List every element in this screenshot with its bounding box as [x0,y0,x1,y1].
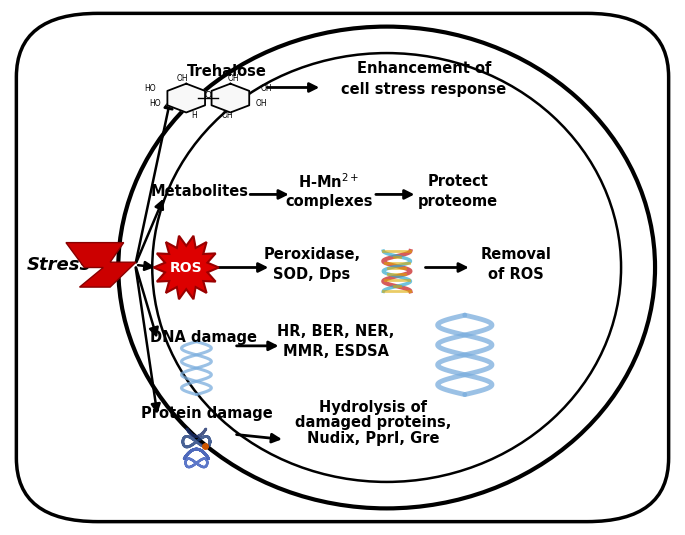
Polygon shape [212,83,249,112]
Text: Protect: Protect [427,174,488,189]
Text: SOD, Dps: SOD, Dps [273,267,351,282]
Text: HO: HO [145,84,156,93]
Text: OH: OH [256,99,267,108]
Text: OH: OH [260,84,272,93]
Text: Removal: Removal [480,247,551,262]
Text: H: H [192,111,197,120]
Text: Nudix, PprI, Gre: Nudix, PprI, Gre [307,431,439,446]
Text: DNA damage: DNA damage [150,330,257,345]
Polygon shape [66,242,136,287]
Text: Stress: Stress [26,256,90,274]
Text: damaged proteins,: damaged proteins, [295,415,451,430]
Text: Enhancement of: Enhancement of [357,62,491,77]
Text: OH: OH [228,73,240,82]
Text: complexes: complexes [285,194,373,209]
Text: HO: HO [149,99,161,108]
Text: Metabolites: Metabolites [151,184,249,200]
Text: Trehalose: Trehalose [187,64,267,79]
Text: of ROS: of ROS [488,267,544,282]
Polygon shape [167,83,205,112]
Text: proteome: proteome [418,194,498,209]
Text: OH: OH [177,73,188,82]
Polygon shape [153,236,219,299]
Text: Protein damage: Protein damage [140,406,273,421]
Text: OH: OH [221,111,233,120]
Text: H-Mn$^{2+}$: H-Mn$^{2+}$ [298,172,360,190]
Text: ROS: ROS [170,261,203,274]
Text: cell stress response: cell stress response [341,81,507,97]
Text: Peroxidase,: Peroxidase, [263,247,360,262]
Text: MMR, ESDSA: MMR, ESDSA [283,343,388,358]
Text: O: O [205,91,212,100]
Text: HR, BER, NER,: HR, BER, NER, [277,324,395,339]
Text: Hydrolysis of: Hydrolysis of [319,400,427,415]
